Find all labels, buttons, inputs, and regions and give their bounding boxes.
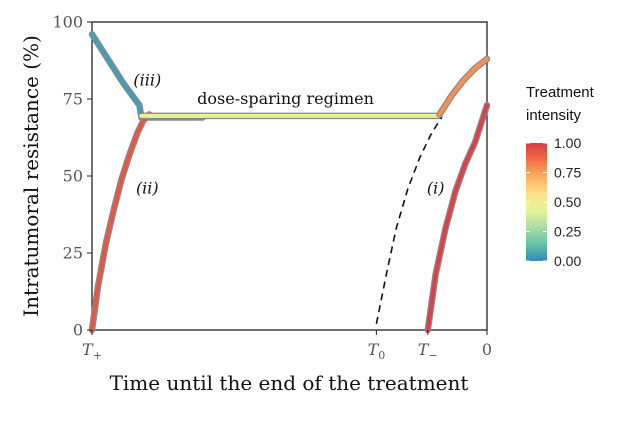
- x-tick-label-3: 0: [482, 340, 492, 359]
- annotation-layer: (iii) dose-sparing regimen (ii) (i): [133, 71, 444, 198]
- x-tick-label-1: T0: [368, 340, 386, 362]
- y-tick-label-4: 100: [52, 13, 83, 32]
- series-layer: [88, 31, 491, 334]
- legend: Treatment intensity 1.00 0.75 0.50 0.25 0.00: [526, 84, 595, 269]
- y-tick-label-2: 50: [63, 167, 83, 186]
- legend-tick-label-1: 0.75: [554, 165, 581, 181]
- tick-layer: 0 25 50 75 100 T+ T0 T− 0: [52, 13, 492, 363]
- y-axis-title: Intratumoral resistance (%): [19, 35, 43, 317]
- legend-colorbar: [526, 143, 547, 261]
- legend-title-line-2: intensity: [526, 107, 582, 124]
- y-tick-label-1: 25: [63, 244, 83, 263]
- plot-frame: [91, 21, 488, 331]
- legend-title-line-1: Treatment: [526, 84, 595, 101]
- x-tick-label-0: T+: [82, 340, 102, 362]
- series-1-outline: [88, 111, 153, 334]
- x-axis-title: Time until the end of the treatment: [110, 371, 469, 395]
- y-tick-label-3: 75: [63, 90, 83, 109]
- legend-tick-label-2: 0.50: [554, 194, 581, 210]
- y-tick-label-0: 0: [73, 321, 83, 340]
- series-1-line: [90, 112, 152, 332]
- annotation-3: (i): [427, 178, 445, 197]
- series-5-dashed-line: [375, 117, 443, 324]
- annotation-1: dose-sparing regimen: [197, 89, 374, 108]
- series-3-line: [437, 57, 489, 117]
- annotation-2: (ii): [136, 178, 159, 197]
- legend-tick-label-0: 1.00: [554, 135, 581, 151]
- x-tick-label-2: T−: [418, 340, 438, 362]
- legend-tick-label-3: 0.25: [554, 224, 581, 240]
- annotation-0: (iii): [133, 71, 161, 90]
- legend-ticks: 1.00 0.75 0.50 0.25 0.00: [526, 135, 581, 269]
- series-4-line: [425, 103, 489, 332]
- legend-tick-label-4: 0.00: [554, 253, 581, 269]
